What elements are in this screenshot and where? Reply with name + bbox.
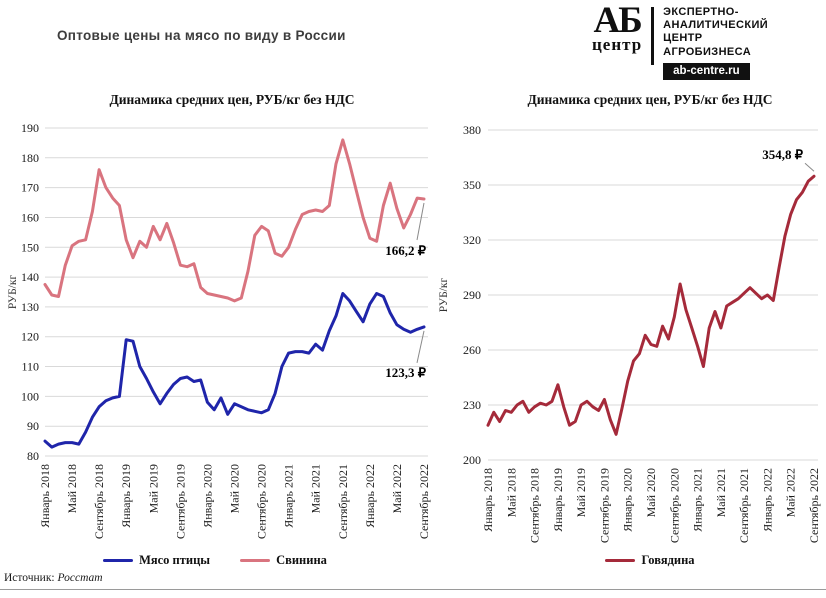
legend-label-poultry: Мясо птицы [139, 553, 211, 567]
svg-text:180: 180 [21, 151, 39, 165]
svg-text:Сентябрь 2022: Сентябрь 2022 [417, 464, 431, 539]
svg-text:350: 350 [463, 178, 481, 192]
svg-text:Январь 2022: Январь 2022 [760, 468, 774, 532]
svg-text:354,8 ₽: 354,8 ₽ [762, 147, 804, 162]
ab-centre-logo: АБ центр ЭКСПЕРТНО- АНАЛИТИЧЕСКИЙ ЦЕНТР … [592, 0, 768, 80]
svg-text:320: 320 [463, 233, 481, 247]
legend-left: Мясо птицы Свинина [0, 553, 430, 568]
logo-website: ab-centre.ru [663, 62, 750, 80]
pork-line-swatch [240, 558, 271, 563]
bottom-divider [0, 589, 826, 590]
source-value: Росстат [57, 572, 103, 584]
svg-text:Сентябрь 2021: Сентябрь 2021 [336, 464, 350, 539]
svg-text:Май 2020: Май 2020 [228, 464, 242, 513]
source-attribution: Источник: Росстат [4, 572, 103, 584]
page-title: Оптовые цены на мясо по виду в России [57, 28, 346, 43]
svg-text:260: 260 [463, 343, 481, 357]
svg-text:130: 130 [21, 300, 39, 314]
svg-text:190: 190 [21, 121, 39, 135]
svg-text:РУБ/кг: РУБ/кг [438, 278, 450, 313]
svg-text:Январь 2019: Январь 2019 [119, 464, 133, 528]
logo-line-3: ЦЕНТР [663, 32, 703, 45]
svg-text:Сентябрь 2021: Сентябрь 2021 [737, 468, 751, 543]
svg-text:110: 110 [21, 360, 39, 374]
svg-text:170: 170 [21, 181, 39, 195]
logo-abbr-bottom: центр [592, 35, 643, 54]
svg-text:Январь 2018: Январь 2018 [481, 468, 495, 532]
legend-label-pork: Свинина [276, 553, 327, 567]
svg-text:РУБ/кг: РУБ/кг [7, 275, 19, 310]
legend-label-beef: Говядина [641, 553, 695, 567]
svg-text:Май 2018: Май 2018 [65, 464, 79, 513]
svg-text:Май 2022: Май 2022 [390, 464, 404, 513]
svg-text:100: 100 [21, 389, 39, 403]
legend-item-poultry: Мясо птицы [103, 553, 210, 568]
source-label: Источник: [4, 572, 55, 584]
chart-title-poultry-pork: Динамика средних цен, РУБ/кг без НДС [109, 92, 355, 107]
beef-line-swatch [605, 558, 636, 563]
logo-line-2: АНАЛИТИЧЕСКИЙ [663, 19, 769, 32]
svg-text:290: 290 [463, 288, 481, 302]
logo-monogram: АБ центр [592, 0, 643, 54]
svg-text:Январь 2019: Январь 2019 [551, 468, 565, 532]
logo-line-4: АГРОБИЗНЕСА [663, 45, 752, 58]
svg-text:120: 120 [21, 330, 39, 344]
svg-text:230: 230 [463, 398, 481, 412]
svg-text:Сентябрь 2018: Сентябрь 2018 [92, 464, 106, 539]
logo-text-block: ЭКСПЕРТНО- АНАЛИТИЧЕСКИЙ ЦЕНТР АГРОБИЗНЕ… [663, 6, 768, 80]
svg-text:Май 2018: Май 2018 [504, 468, 518, 517]
svg-text:166,2 ₽: 166,2 ₽ [385, 243, 427, 258]
svg-text:Май 2022: Май 2022 [784, 468, 798, 517]
svg-text:Май 2019: Май 2019 [146, 464, 160, 513]
legend-right: Говядина [460, 553, 826, 568]
svg-text:160: 160 [21, 211, 39, 225]
svg-text:90: 90 [27, 419, 39, 433]
logo-divider [651, 7, 655, 65]
svg-text:Май 2021: Май 2021 [714, 468, 728, 517]
chart-title-beef: Динамика средних цен, РУБ/кг без НДС [527, 92, 773, 107]
poultry-line-swatch [103, 558, 134, 563]
logo-line-1: ЭКСПЕРТНО- [663, 6, 739, 18]
svg-text:380: 380 [463, 123, 481, 137]
logo-abbr-top: АБ [593, 0, 642, 41]
svg-text:Май 2019: Май 2019 [574, 468, 588, 517]
svg-text:123,3 ₽: 123,3 ₽ [385, 365, 427, 380]
svg-text:Январь 2018: Январь 2018 [38, 464, 52, 528]
svg-text:Сентябрь 2020: Сентябрь 2020 [255, 464, 269, 539]
svg-text:Сентябрь 2018: Сентябрь 2018 [528, 468, 542, 543]
svg-text:80: 80 [27, 449, 39, 463]
svg-text:Январь 2020: Январь 2020 [621, 468, 635, 532]
svg-text:Май 2020: Май 2020 [644, 468, 658, 517]
svg-text:150: 150 [21, 240, 39, 254]
svg-text:Май 2021: Май 2021 [309, 464, 323, 513]
legend-item-beef: Говядина [605, 553, 695, 568]
svg-text:Сентябрь 2019: Сентябрь 2019 [173, 464, 187, 539]
legend-item-pork: Свинина [240, 553, 327, 568]
svg-text:Сентябрь 2019: Сентябрь 2019 [597, 468, 611, 543]
svg-text:200: 200 [463, 453, 481, 467]
svg-text:Январь 2021: Январь 2021 [691, 468, 705, 532]
svg-text:Январь 2021: Январь 2021 [282, 464, 296, 528]
svg-text:140: 140 [21, 270, 39, 284]
svg-text:Январь 2020: Январь 2020 [200, 464, 214, 528]
svg-text:Сентябрь 2020: Сентябрь 2020 [667, 468, 681, 543]
svg-text:Сентябрь 2022: Сентябрь 2022 [807, 468, 821, 543]
svg-text:Январь 2022: Январь 2022 [363, 464, 377, 528]
